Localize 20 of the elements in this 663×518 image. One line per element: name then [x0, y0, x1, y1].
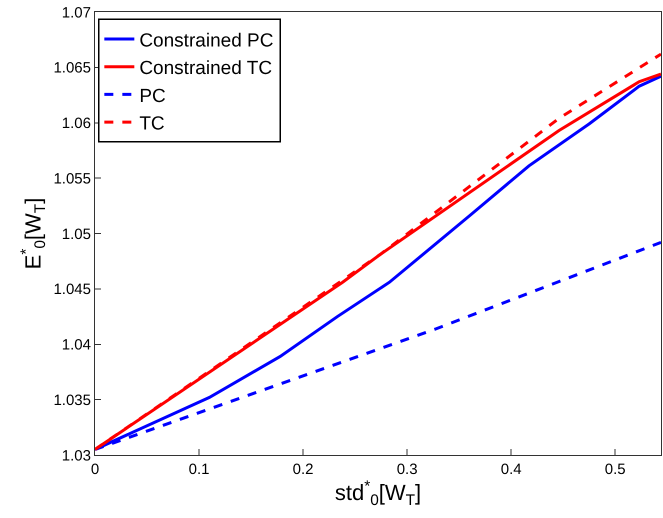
- legend-label: TC: [139, 114, 165, 135]
- y-tick-label: 1.06: [62, 115, 91, 132]
- y-tick-label: 1.03: [62, 447, 91, 464]
- y-tick-label: 1.035: [53, 392, 91, 409]
- x-tick-label: 0.4: [500, 461, 522, 478]
- x-tick-label: 0.2: [292, 461, 314, 478]
- x-tick-label: 0.1: [188, 461, 210, 478]
- y-tick-label: 1.055: [53, 170, 91, 188]
- x-tick-label: 0.3: [396, 461, 418, 478]
- legend-label: Constrained PC: [139, 30, 274, 52]
- y-tick-label: 1.065: [53, 60, 91, 77]
- legend-label: Constrained TC: [139, 58, 272, 80]
- x-tick-label: 0: [90, 461, 100, 478]
- y-tick-label: 1.05: [62, 226, 91, 243]
- y-tick-label: 1.04: [62, 336, 91, 354]
- legend-label: PC: [139, 86, 166, 107]
- x-axis-title: std$^{*}$$_{0}$[W$_{T}$]: [334, 478, 422, 509]
- x-tick-label: 0.5: [604, 461, 626, 478]
- y-tick-label: 1.045: [53, 281, 91, 298]
- y-tick-label: 1.07: [62, 4, 91, 22]
